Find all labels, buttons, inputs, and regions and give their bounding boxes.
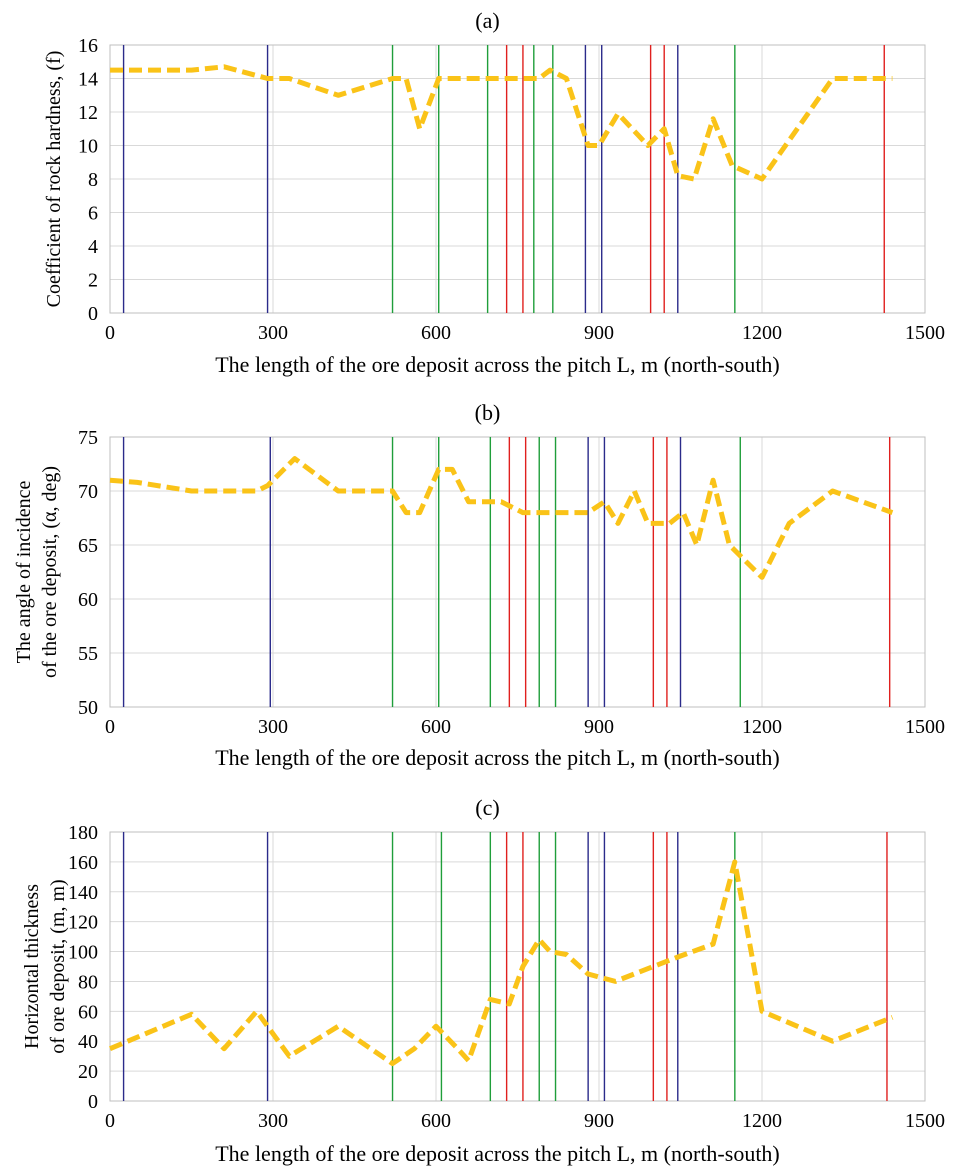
y-axis-label: of ore deposit, (m, m) <box>47 879 69 1053</box>
y-tick-label: 180 <box>68 822 98 844</box>
x-tick-label: 600 <box>421 322 451 344</box>
y-tick-label: 2 <box>88 270 98 292</box>
y-tick-label: 140 <box>68 882 98 904</box>
chart-panel-a: (a) 0 2 4 6 8 10 12 14 16 0 300 600 900 1200 1500 The le… <box>43 8 945 377</box>
plot-area <box>109 436 926 708</box>
x-tick-label: 0 <box>105 322 115 344</box>
x-tick-label: 300 <box>258 1110 288 1132</box>
y-axis-label: Coefficient of rock hardness, (f) <box>43 51 65 308</box>
y-tick-label: 65 <box>78 535 98 557</box>
y-tick-label: 12 <box>78 102 98 124</box>
y-tick-label: 60 <box>78 589 98 611</box>
data-series-line <box>110 64 893 182</box>
y-tick-label: 8 <box>88 169 98 191</box>
x-axis-label: The length of the ore deposit across the… <box>215 1141 780 1166</box>
y-tick-label: 80 <box>78 971 98 993</box>
plot-area <box>109 44 926 314</box>
x-tick-label: 600 <box>421 1110 451 1132</box>
y-tick-label: 160 <box>68 852 98 874</box>
y-tick-label: 10 <box>78 136 98 158</box>
x-tick-label: 300 <box>258 716 288 738</box>
x-tick-label: 1200 <box>742 322 782 344</box>
panel-label: (b) <box>475 400 501 425</box>
x-tick-label: 600 <box>421 716 451 738</box>
y-tick-label: 20 <box>78 1061 98 1083</box>
y-axis-label: of the ore deposit, (α, deg) <box>39 466 61 678</box>
x-tick-label: 1500 <box>905 716 945 738</box>
x-tick-label: 1500 <box>905 1110 945 1132</box>
panel-label: (a) <box>475 8 499 33</box>
y-tick-label: 55 <box>78 643 98 665</box>
x-tick-label: 1200 <box>742 716 782 738</box>
x-tick-label: 0 <box>105 1110 115 1132</box>
data-series-line <box>109 456 894 580</box>
x-tick-label: 1500 <box>905 322 945 344</box>
y-tick-label: 120 <box>68 912 98 934</box>
panel-label: (c) <box>475 795 499 820</box>
y-tick-label: 50 <box>78 697 98 719</box>
x-tick-label: 900 <box>584 322 614 344</box>
y-tick-label: 100 <box>68 942 98 964</box>
x-axis-label: The length of the ore deposit across the… <box>215 352 780 377</box>
y-tick-label: 14 <box>78 69 98 91</box>
y-tick-label: 70 <box>78 481 98 503</box>
y-tick-label: 16 <box>78 35 98 57</box>
x-tick-label: 0 <box>105 716 115 738</box>
x-axis-label: The length of the ore deposit across the… <box>215 745 780 770</box>
y-axis-label: Horizontal thickness <box>21 884 43 1049</box>
y-tick-label: 0 <box>88 1091 98 1113</box>
y-tick-label: 0 <box>88 303 98 325</box>
y-tick-label: 40 <box>78 1031 98 1053</box>
y-tick-label: 4 <box>88 236 98 258</box>
x-tick-label: 900 <box>584 716 614 738</box>
chart-panel-c: (c) 0 20 40 60 80 100 120 140 160 180 0 300 600 900 120… <box>21 795 945 1166</box>
y-tick-label: 60 <box>78 1001 98 1023</box>
plot-area <box>109 831 926 1102</box>
y-tick-label: 6 <box>88 203 98 225</box>
x-tick-label: 1200 <box>742 1110 782 1132</box>
data-series-line <box>109 859 894 1067</box>
x-tick-label: 300 <box>258 322 288 344</box>
y-tick-label: 75 <box>78 427 98 449</box>
x-tick-label: 900 <box>584 1110 614 1132</box>
chart-panel-b: (b) 50 55 60 65 70 75 0 300 600 900 1200 1500 The len… <box>13 400 945 770</box>
y-axis-label: The angle of incidence <box>13 481 35 664</box>
